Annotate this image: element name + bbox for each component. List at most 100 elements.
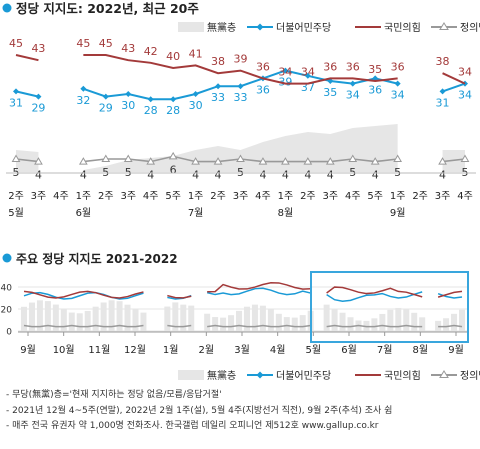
point-dp (192, 91, 199, 97)
legend-label-nonpartisan: 無黨층 (207, 369, 236, 382)
point-justice (78, 157, 88, 165)
data-label-dp: 32 (76, 94, 90, 107)
point-dp (13, 88, 19, 95)
legend-label-nonpartisan: 無黨층 (207, 21, 236, 34)
data-label-justice: 4 (327, 169, 334, 182)
week-tick-label: 3주 (120, 191, 136, 202)
month-tick-label: 8월 (278, 207, 294, 219)
nonpartisan-bar (411, 312, 418, 331)
point-dp (304, 72, 311, 79)
nonpartisan-bar (116, 301, 123, 331)
nonpartisan-bar (251, 304, 258, 331)
chart2-month-label: 11월 (88, 344, 110, 356)
point-justice (438, 157, 447, 165)
nonpartisan-bar (299, 315, 306, 331)
data-label-dp: 34 (391, 89, 405, 102)
data-label-dp: 29 (31, 102, 45, 115)
point-justice (303, 157, 313, 165)
chart2-month-label: 8월 (413, 344, 429, 356)
point-justice (348, 154, 358, 162)
recent-20-weeks-box (310, 271, 469, 343)
nonpartisan-bar (172, 302, 179, 331)
nonpartisan-bar (180, 304, 187, 331)
chart1-legend: 無黨층 더불어민주당 국민의힘 정의당 (%) (178, 21, 480, 34)
point-justice (393, 154, 403, 162)
legend-marker-justice (439, 370, 449, 378)
data-label-justice: 4 (35, 169, 42, 182)
point-justice (168, 151, 178, 160)
chart2-legend: 無黨층 더불어민주당 국민의힘 정의당 (%) (178, 369, 480, 382)
week-tick-label: 1주 (188, 191, 204, 202)
week-tick-label: 1주 (278, 191, 294, 202)
point-dp (80, 85, 87, 92)
chart1-title: 정당 지지도: 2022년, 최근 20주 (16, 1, 199, 16)
month-tick-label: 5월 (8, 207, 24, 219)
data-label-dp: 28 (144, 104, 158, 117)
nonpartisan-bar (36, 300, 43, 331)
data-label-justice: 4 (282, 169, 289, 182)
data-label-ppp: 34 (301, 66, 315, 79)
chart2-month-label: 9월 (20, 344, 36, 356)
nonpartisan-bar (188, 305, 195, 331)
data-label-dp: 30 (121, 99, 135, 112)
point-justice (191, 157, 200, 165)
data-label-ppp: 45 (9, 37, 23, 50)
legend-swatch-nonpartisan (178, 22, 204, 32)
data-label-justice: 4 (372, 169, 379, 182)
nonpartisan-bar (132, 309, 139, 331)
week-tick-label: 2주 (300, 191, 316, 202)
nonpartisan-bar (140, 312, 147, 331)
point-justice (236, 154, 245, 162)
footnote-3: - 매주 전국 유권자 약 1,000명 전화조사. 한국갤럽 데일리 오피니언… (6, 421, 379, 431)
week-tick-label: 2주 (412, 191, 428, 202)
y-tick-label: 0 (6, 328, 12, 338)
week-tick-label: 3주 (233, 191, 249, 202)
data-label-justice: 4 (215, 169, 222, 182)
footnotes: - 무당(無黨)층='현재 지지하는 정당 없음/모름/응답거절' - 2021… (6, 388, 476, 435)
nonpartisan-bar (84, 310, 91, 331)
point-dp (125, 91, 132, 97)
nonpartisan-bar (395, 307, 402, 331)
data-label-dp: 35 (323, 86, 337, 99)
point-dp (349, 80, 356, 87)
point-justice (460, 154, 470, 162)
nonpartisan-bar (164, 306, 171, 331)
nonpartisan-bar (267, 309, 274, 331)
chart2-month-label: 7월 (377, 344, 393, 356)
chart2-month-label: 10월 (53, 344, 75, 356)
data-label-ppp: 40 (166, 50, 180, 63)
chart2-line-justice (23, 324, 463, 328)
point-justice (11, 154, 21, 162)
week-tick-label: 2주 (210, 191, 226, 202)
data-label-ppp: 42 (144, 45, 158, 58)
data-label-ppp: 38 (436, 55, 450, 68)
week-tick-label: 2주 (8, 191, 24, 202)
nonpartisan-bar (68, 312, 75, 331)
month-tick-label: 7월 (188, 207, 204, 219)
week-tick-label: 3주 (31, 191, 47, 202)
data-label-dp: 33 (211, 91, 225, 104)
data-label-ppp: 45 (99, 37, 113, 50)
nonpartisan-bar (283, 317, 290, 331)
data-label-ppp: 43 (31, 42, 45, 55)
chart2-month-label: 5월 (306, 344, 322, 356)
chart2-line-ppp (23, 282, 463, 299)
nonpartisan-bar (21, 306, 27, 331)
data-label-ppp: 36 (323, 60, 337, 73)
chart2-line-dp (23, 287, 463, 303)
data-label-ppp: 43 (121, 42, 135, 55)
data-label-justice: 4 (147, 169, 154, 182)
legend-label-dp: 더불어민주당 (276, 370, 331, 382)
nonpartisan-bar (291, 317, 298, 331)
data-label-ppp: 34 (278, 66, 292, 79)
nonpartisan-bar (220, 317, 227, 331)
chart2-month-label: 1월 (163, 344, 179, 356)
legend-label-ppp: 국민의힘 (384, 22, 421, 34)
nonpartisan-bar (243, 306, 250, 331)
footnote-1: - 무당(無黨)층='현재 지지하는 정당 없음/모름/응답거절' (6, 390, 222, 400)
nonpartisan-bar (52, 304, 59, 331)
data-label-justice: 4 (439, 169, 446, 182)
nonpartisan-bar (451, 313, 458, 331)
month-tick-label: 9월 (390, 207, 406, 219)
